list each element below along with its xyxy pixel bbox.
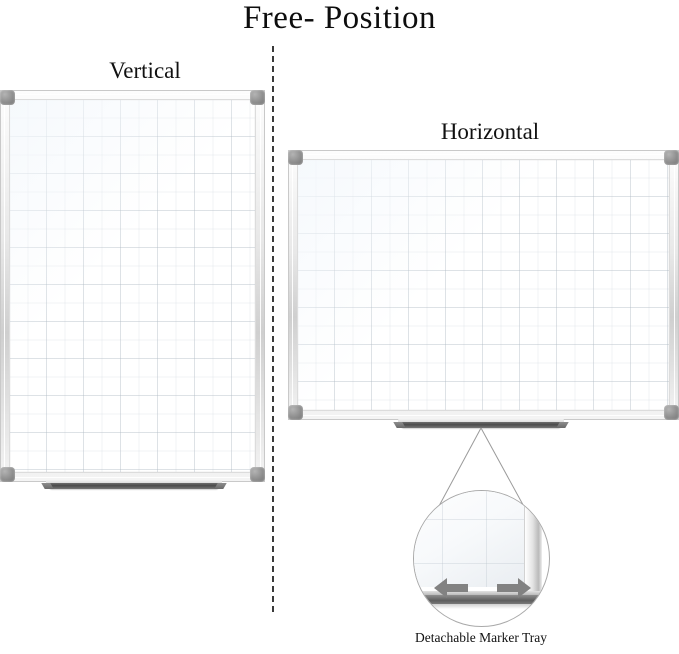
corner-cap-bottom-left [288,405,303,420]
marker-tray-vertical [46,480,222,490]
magnified-tray-lip [414,591,549,598]
marker-tray-horizontal [398,419,564,429]
frame-rail-top [5,94,260,95]
board-label-vertical: Vertical [109,58,181,83]
frame-rail-left [292,155,293,415]
frame-rail-right [260,95,261,477]
corner-cap-top-left [0,90,15,105]
board-frame [0,90,265,482]
corner-cap-bottom-right [250,467,265,482]
whiteboard-horizontal [288,150,679,420]
tray-lip [46,480,222,484]
magnified-frame-edge [524,491,542,599]
board-frame [288,150,679,420]
whiteboard-vertical [0,90,265,482]
frame-rail-left [4,95,5,477]
corner-cap-top-left [288,150,303,165]
board-label-horizontal: Horizontal [440,119,540,144]
callout-caption: Detachable Marker Tray [415,630,547,645]
board-grid [10,100,255,472]
tray-body [49,483,219,489]
corner-cap-bottom-right [664,405,679,420]
arrow-left-icon [434,577,468,599]
board-surface [297,159,670,411]
corner-cap-top-right [664,150,679,165]
vertical-dashed-divider [272,46,274,612]
board-grid [298,160,669,410]
magnified-tray-shadow [414,604,549,609]
frame-rail-right [674,155,675,415]
corner-cap-top-right [250,90,265,105]
frame-rail-bottom [293,415,674,416]
magnified-board-surface [414,491,527,587]
arrow-right-icon [497,577,531,599]
board-surface [9,99,256,473]
magnifier-detail-circle [413,490,550,627]
tray-body [401,422,561,428]
corner-cap-bottom-left [0,467,15,482]
page-title: Free- Position [242,0,437,36]
magnified-tray-body [414,595,549,606]
magnified-grid [414,491,526,587]
frame-rail-bottom [5,477,260,478]
tray-lip [398,419,564,423]
frame-rail-top [293,154,674,155]
